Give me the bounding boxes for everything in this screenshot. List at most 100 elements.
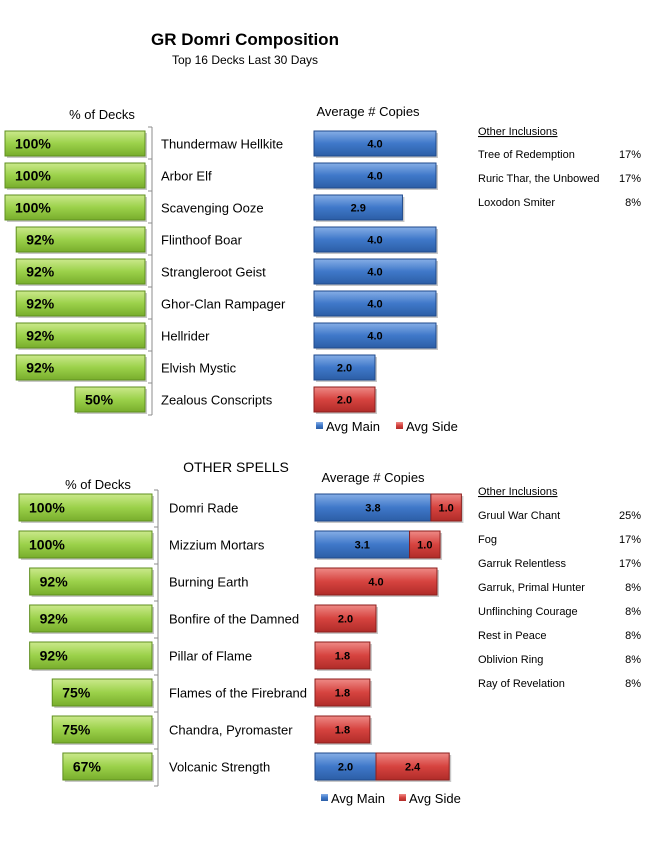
main-value-scavenging-ooze: 2.9 xyxy=(351,203,366,215)
pct-label-pillar-of-flame: 92% xyxy=(40,648,69,664)
pct-label-ghor-clan-rampager: 92% xyxy=(26,296,55,312)
other-inclusion-pct-gruul-war-chant: 25% xyxy=(619,510,641,522)
side-bar-flames-of-the-firebrand xyxy=(314,678,371,707)
category-label-flames-of-the-firebrand: Flames of the Firebrand xyxy=(169,686,307,701)
main-bar-ghor-clan-rampager xyxy=(313,290,437,317)
pct-label-elvish-mystic: 92% xyxy=(26,360,55,376)
other-inclusion-name-unflinching-courage: Unflinching Courage xyxy=(478,606,578,618)
pct-label-domri-rade: 100% xyxy=(29,500,65,516)
side-bar-bonfire-of-the-damned xyxy=(314,604,377,633)
category-label-zealous-conscripts: Zealous Conscripts xyxy=(161,393,273,408)
side-value-flames-of-the-firebrand: 1.8 xyxy=(335,688,350,700)
legend-swatch-avg-main-2 xyxy=(321,794,328,801)
pct-bar-domri-rade xyxy=(18,493,153,522)
side-value-bonfire-of-the-damned: 2.0 xyxy=(338,614,353,626)
pct-bar-thundermaw-hellkite xyxy=(4,130,146,157)
pct-label-flinthoof-boar: 92% xyxy=(26,232,55,248)
legend-label-avg-main-1: Avg Main xyxy=(326,419,380,434)
category-label-strangleroot-geist: Strangleroot Geist xyxy=(161,265,266,280)
category-label-ghor-clan-rampager: Ghor-Clan Rampager xyxy=(161,297,286,312)
side-value-chandra-pyromaster: 1.8 xyxy=(335,725,350,737)
main-value-volcanic-strength: 2.0 xyxy=(338,762,353,774)
main-bar-hellrider xyxy=(313,322,437,349)
other-inclusion-pct-fog: 17% xyxy=(619,534,641,546)
side-bar-mizzium-mortars xyxy=(409,530,441,559)
category-label-volcanic-strength: Volcanic Strength xyxy=(169,760,270,775)
other-inclusion-pct-garruk-relentless: 17% xyxy=(619,558,641,570)
main-bar-domri-rade xyxy=(314,493,432,522)
side-bar-burning-earth xyxy=(314,567,438,596)
other-inclusion-pct-rest-in-peace: 8% xyxy=(625,630,641,642)
pct-bar-strangleroot-geist xyxy=(15,258,146,285)
other-inclusion-name-tree-of-redemption: Tree of Redemption xyxy=(478,149,575,161)
pct-label-scavenging-ooze: 100% xyxy=(15,200,51,216)
pct-bar-volcanic-strength xyxy=(62,752,153,781)
category-label-chandra-pyromaster: Chandra, Pyromaster xyxy=(169,723,293,738)
main-value-ghor-clan-rampager: 4.0 xyxy=(367,299,382,311)
category-label-domri-rade: Domri Rade xyxy=(169,501,238,516)
chart-title: GR Domri Composition xyxy=(151,30,339,49)
category-label-flinthoof-boar: Flinthoof Boar xyxy=(161,233,243,248)
category-label-arbor-elf: Arbor Elf xyxy=(161,169,212,184)
pct-bar-scavenging-ooze xyxy=(4,194,146,221)
main-bar-strangleroot-geist xyxy=(313,258,437,285)
side-bar-zealous-conscripts xyxy=(313,386,376,413)
pct-bar-arbor-elf xyxy=(4,162,146,189)
other-inclusion-pct-ray-of-revelation: 8% xyxy=(625,678,641,690)
pct-bar-pillar-of-flame xyxy=(29,641,153,670)
other-inclusion-name-oblivion-ring: Oblivion Ring xyxy=(478,654,543,666)
category-label-thundermaw-hellkite: Thundermaw Hellkite xyxy=(161,137,283,152)
other-inclusion-name-garruk-relentless: Garruk Relentless xyxy=(478,558,567,570)
other-inclusion-name-gruul-war-chant: Gruul War Chant xyxy=(478,510,560,522)
pct-header-2: % of Decks xyxy=(65,477,131,492)
other-inclusion-name-rest-in-peace: Rest in Peace xyxy=(478,630,546,642)
other-inclusions-header-1: Other Inclusions xyxy=(478,126,558,138)
category-label-mizzium-mortars: Mizzium Mortars xyxy=(169,538,265,553)
category-label-hellrider: Hellrider xyxy=(161,329,210,344)
side-bar-volcanic-strength xyxy=(375,752,450,781)
side-bar-domri-rade xyxy=(430,493,462,522)
pct-label-arbor-elf: 100% xyxy=(15,168,51,184)
main-value-hellrider: 4.0 xyxy=(367,331,382,343)
other-inclusion-name-garruk-primal-hunter: Garruk, Primal Hunter xyxy=(478,582,585,594)
legend-label-avg-side-2: Avg Side xyxy=(409,791,461,806)
pct-bar-burning-earth xyxy=(29,567,153,596)
pct-bar-flinthoof-boar xyxy=(15,226,146,253)
copies-header-2: Average # Copies xyxy=(321,470,425,485)
legend-swatch-avg-side-2 xyxy=(399,794,406,801)
chart-subtitle: Top 16 Decks Last 30 Days xyxy=(172,53,318,67)
pct-label-flames-of-the-firebrand: 75% xyxy=(62,685,91,701)
pct-label-zealous-conscripts: 50% xyxy=(85,392,114,408)
other-inclusion-name-loxodon-smiter: Loxodon Smiter xyxy=(478,197,555,209)
other-inclusion-pct-tree-of-redemption: 17% xyxy=(619,149,641,161)
pct-label-volcanic-strength: 67% xyxy=(73,759,102,775)
category-label-pillar-of-flame: Pillar of Flame xyxy=(169,649,252,664)
main-bar-thundermaw-hellkite xyxy=(313,130,437,157)
chart-marks: 100% Thundermaw Hellkite 4.0 100% Arbor Elf 4… xyxy=(4,126,641,806)
pct-bar-flames-of-the-firebrand xyxy=(51,678,153,707)
main-bar-scavenging-ooze xyxy=(313,194,403,221)
pct-label-bonfire-of-the-damned: 92% xyxy=(40,611,69,627)
side-value-pillar-of-flame: 1.8 xyxy=(335,651,350,663)
main-value-thundermaw-hellkite: 4.0 xyxy=(367,139,382,151)
side-value-volcanic-strength: 2.4 xyxy=(405,762,421,774)
pct-bar-ghor-clan-rampager xyxy=(15,290,146,317)
other-inclusion-name-ray-of-revelation: Ray of Revelation xyxy=(478,678,565,690)
main-value-domri-rade: 3.8 xyxy=(365,503,380,515)
category-label-bonfire-of-the-damned: Bonfire of the Damned xyxy=(169,612,299,627)
other-inclusion-pct-ruric-thar-the-unbowed: 17% xyxy=(619,173,641,185)
legend-swatch-avg-side-1 xyxy=(396,422,403,429)
category-label-elvish-mystic: Elvish Mystic xyxy=(161,361,237,376)
main-bar-flinthoof-boar xyxy=(313,226,437,253)
side-value-domri-rade: 1.0 xyxy=(439,503,454,515)
other-inclusion-pct-garruk-primal-hunter: 8% xyxy=(625,582,641,594)
pct-label-burning-earth: 92% xyxy=(40,574,69,590)
pct-label-thundermaw-hellkite: 100% xyxy=(15,136,51,152)
main-value-elvish-mystic: 2.0 xyxy=(337,363,352,375)
side-value-burning-earth: 4.0 xyxy=(368,577,383,589)
other-inclusion-pct-unflinching-courage: 8% xyxy=(625,606,641,618)
side-value-zealous-conscripts: 2.0 xyxy=(337,395,352,407)
main-value-strangleroot-geist: 4.0 xyxy=(367,267,382,279)
category-label-scavenging-ooze: Scavenging Ooze xyxy=(161,201,264,216)
other-inclusion-name-ruric-thar-the-unbowed: Ruric Thar, the Unbowed xyxy=(478,173,599,185)
